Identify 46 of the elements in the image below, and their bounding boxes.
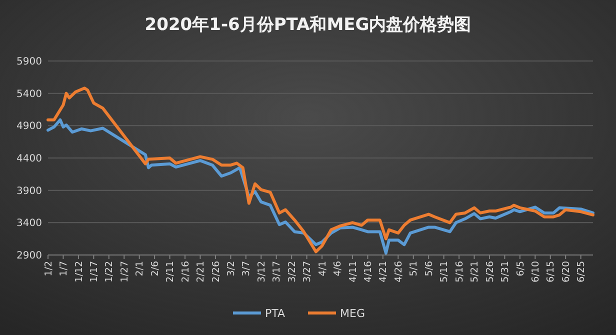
x-tick-label: 1/12 — [74, 261, 85, 282]
x-tick-label: 4/16 — [363, 261, 374, 282]
x-tick-label: 5/11 — [439, 261, 450, 282]
x-tick-label: 5/26 — [484, 261, 496, 282]
chart-title: 2020年1-6月份PTA和MEG内盘价格势图 — [144, 15, 472, 35]
x-tick-label: 2/21 — [196, 261, 207, 282]
legend-label: MEG — [340, 306, 365, 320]
x-tick-label: 5/6 — [424, 261, 435, 276]
x-tick-label: 1/17 — [88, 261, 100, 282]
x-tick-label: 2/16 — [180, 261, 192, 282]
x-tick-label: 5/1 — [408, 261, 420, 276]
x-tick-label: 3/17 — [272, 261, 283, 282]
x-tick-label: 1/27 — [119, 261, 130, 282]
x-tick-label: 6/5 — [515, 261, 526, 276]
x-tick-label: 4/26 — [393, 261, 404, 282]
x-tick-label: 4/11 — [348, 261, 359, 282]
x-tick-label: 2/6 — [150, 261, 161, 276]
x-tick-label: 5/21 — [470, 261, 481, 282]
y-tick-label: 4400 — [16, 154, 42, 164]
x-tick-label: 2/26 — [210, 261, 222, 282]
x-tick-label: 4/6 — [332, 261, 344, 276]
x-tick-label: 3/2 — [226, 261, 238, 276]
x-tick-label: 1/22 — [104, 261, 116, 282]
x-tick-label: 1/7 — [58, 261, 70, 276]
x-tick-label: 3/12 — [256, 261, 268, 282]
x-tick-label: 4/21 — [378, 261, 390, 282]
x-tick-label: 3/22 — [286, 261, 298, 282]
y-tick-label: 2900 — [16, 250, 42, 262]
y-tick-label: 3900 — [16, 186, 42, 197]
x-tick-label: 5/31 — [500, 261, 512, 282]
legend-label: PTA — [265, 306, 286, 320]
x-tick-label: 3/27 — [302, 261, 314, 282]
x-tick-label: 1/2 — [43, 261, 54, 276]
x-tick-label: 2/11 — [165, 261, 176, 282]
x-tick-label: 4/1 — [317, 261, 328, 276]
y-tick-label: 5900 — [16, 56, 42, 68]
y-tick-label: 4900 — [16, 121, 42, 132]
x-tick-label: 6/10 — [530, 261, 542, 282]
y-tick-label: 3400 — [16, 218, 42, 230]
x-tick-label: 6/20 — [560, 261, 572, 282]
x-tick-label: 6/15 — [546, 261, 557, 282]
y-tick-label: 5400 — [16, 88, 42, 100]
x-tick-label: 2/1 — [134, 261, 146, 276]
x-tick-label: 3/7 — [241, 261, 252, 276]
x-tick-label: 6/25 — [576, 261, 588, 282]
x-tick-label: 5/16 — [454, 261, 466, 282]
